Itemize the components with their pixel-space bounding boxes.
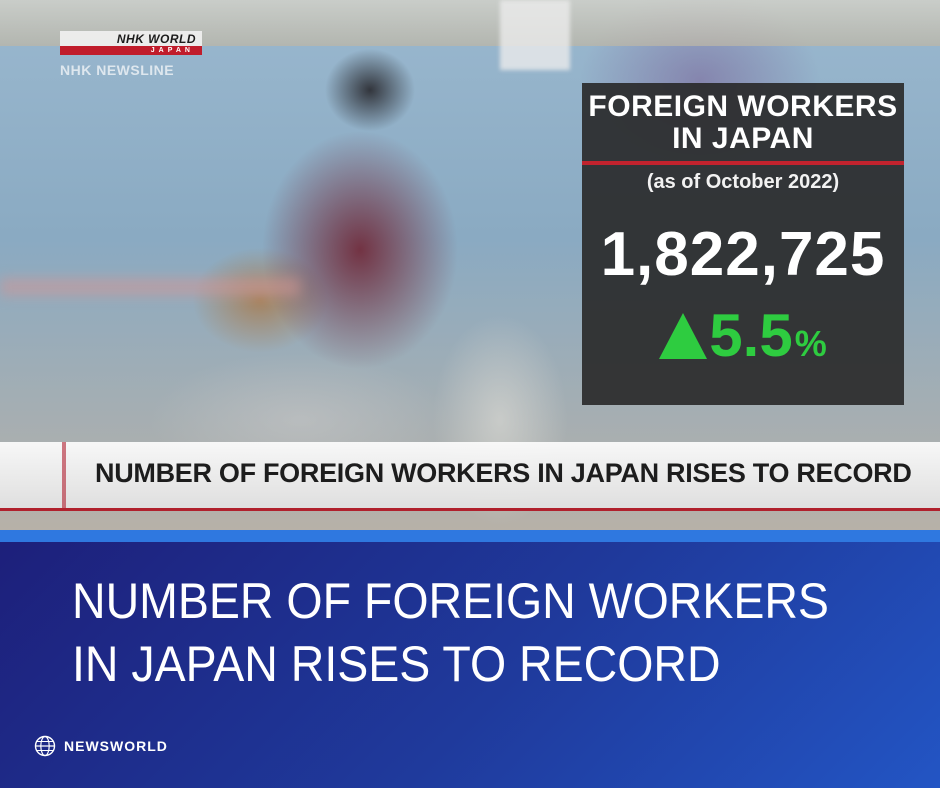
headline: NUMBER OF FOREIGN WORKERS IN JAPAN RISES… [72,570,853,696]
background-paper [500,0,570,70]
stats-change-unit: % [794,323,827,364]
lower-third: NUMBER OF FOREIGN WORKERS IN JAPAN RISES… [0,442,940,508]
logo-brand: NHK WORLD [116,31,196,46]
lower-third-accent [62,442,66,508]
headline-line2: IN JAPAN RISES TO RECORD [72,636,721,692]
stats-divider [582,161,904,165]
stats-change: 5.5 % [582,301,904,370]
stats-change-value: 5.5 [709,302,793,369]
video-frame: NHK WORLD JAPAN NHK NEWSLINE FOREIGN WOR… [0,0,940,530]
stats-title-line2: IN JAPAN [672,122,814,155]
logo-sub: JAPAN [60,46,202,55]
globe-icon [34,735,56,757]
stats-subtitle: (as of October 2022) [646,171,840,193]
nhk-world-logo: NHK WORLD JAPAN [60,31,202,55]
stats-title-line1: FOREIGN WORKERS [588,90,898,123]
up-arrow-icon [659,312,708,359]
stats-box: FOREIGN WORKERS IN JAPAN (as of October … [582,83,904,405]
stats-title: FOREIGN WORKERS IN JAPAN [582,83,904,161]
background-stripe [0,278,300,296]
headline-line1: NUMBER OF FOREIGN WORKERS [72,573,829,629]
stats-total: 1,822,725 [600,220,886,289]
lower-third-text: NUMBER OF FOREIGN WORKERS IN JAPAN RISES… [95,458,912,488]
brand-name: NEWSWORLD [64,738,168,754]
program-name: NHK NEWSLINE [60,62,175,78]
headline-banner: NUMBER OF FOREIGN WORKERS IN JAPAN RISES… [0,530,940,788]
brand: NEWSWORLD [34,735,168,757]
banner-accent-bar [0,530,940,542]
lower-third-red-line [0,508,940,511]
